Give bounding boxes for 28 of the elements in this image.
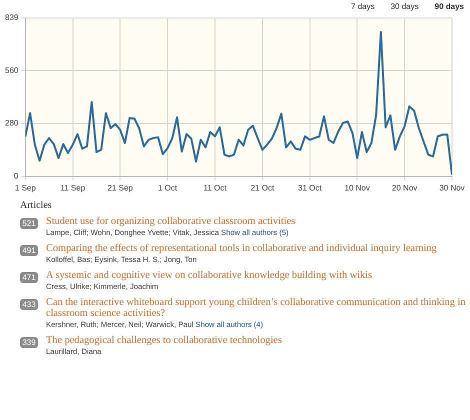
text: 30 days (390, 2, 419, 11)
x-tick-label: 1 Sep (14, 183, 36, 192)
x-tick-label: 11 Sep (60, 183, 86, 192)
x-tick-label: 21 Oct (250, 183, 275, 192)
x-tick-label: 1 Oct (158, 183, 178, 192)
x-tick-label: 20 Nov (392, 183, 418, 192)
y-tick-label: 560 (4, 66, 19, 75)
y-tick-label: 280 (4, 118, 19, 128)
y-tick-label: 839 (4, 13, 19, 22)
x-tick-label: 31 Oct (298, 183, 322, 192)
text: Articles (20, 200, 53, 211)
text: 7 days (351, 2, 375, 11)
text: 90 days (434, 2, 464, 11)
x-tick-label: 30 Nov (439, 183, 465, 192)
text: Comparing the effects of representational tools in collaborative and individual inquiry learning (46, 243, 437, 254)
text: 339 (20, 337, 38, 348)
text: 491 (20, 245, 38, 256)
text: 521 (20, 218, 38, 229)
text: 433 (20, 299, 38, 310)
text: Student use for organizing collaborative classroom activities (46, 216, 296, 227)
text: The pedagogical challenges to collaborative technologies (46, 335, 282, 346)
x-tick-label: 21 Sep (107, 183, 134, 192)
x-tick-label: 11 Oct (203, 183, 228, 192)
text: Can the interactive whiteboard support young children’s collaborative communication and thinking in classroom science activities? (46, 297, 466, 319)
text: A systemic and cognitive view on collaborative knowledge building with wikis (46, 270, 372, 281)
x-tick-label: 10 Nov (344, 183, 370, 192)
y-tick-label: 0 (14, 172, 19, 181)
text: 471 (20, 272, 38, 283)
